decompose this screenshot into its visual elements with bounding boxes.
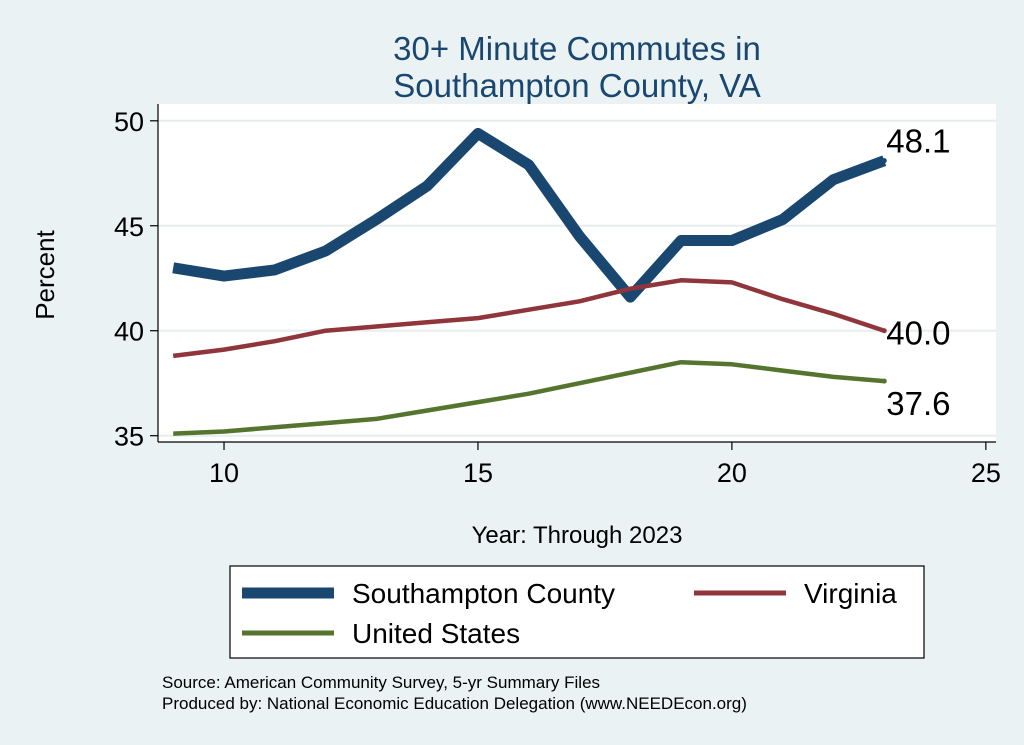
y-axis-label: Percent	[30, 229, 60, 319]
series-line-1	[172, 278, 886, 359]
series-line-2	[173, 359, 885, 436]
series-line-0	[172, 127, 887, 303]
x-tick-label-10: 10	[209, 458, 239, 488]
legend-label-united-states: United States	[352, 618, 520, 649]
producer-note: Produced by: National Economic Education…	[162, 694, 747, 713]
end-value-label-2: 37.6	[886, 385, 950, 422]
y-tick-label-40: 40	[114, 317, 144, 347]
source-note: Source: American Community Survey, 5-yr …	[162, 673, 600, 692]
y-ticks: 35 40 45 50	[114, 107, 158, 452]
x-tick-label-20: 20	[717, 458, 747, 488]
series-end-point-0	[881, 158, 887, 164]
end-value-label-0: 48.1	[886, 123, 950, 160]
y-tick-label-45: 45	[114, 212, 144, 242]
legend-box	[229, 565, 925, 659]
end-labels: 48.1 40.0 37.6	[886, 123, 950, 422]
x-axis-label: Year: Through 2023	[472, 522, 683, 549]
chart-title-line-1: 30+ Minute Commutes in	[393, 30, 761, 67]
legend-label-southampton: Southampton County	[352, 578, 615, 609]
end-value-label-1: 40.0	[886, 315, 950, 352]
y-tick-label-50: 50	[114, 107, 144, 137]
x-tick-label-25: 25	[971, 458, 1001, 488]
x-ticks: 10 15 20 25	[209, 442, 1001, 488]
series-end-point-1	[881, 328, 887, 334]
chart-title-line-2: Southampton County, VA	[393, 67, 761, 104]
legend-label-virginia: Virginia	[804, 578, 897, 609]
series-group	[172, 127, 887, 436]
series-end-point-2	[881, 378, 887, 384]
x-tick-label-15: 15	[463, 458, 493, 488]
plot-area	[158, 104, 996, 442]
y-tick-label-35: 35	[114, 422, 144, 452]
